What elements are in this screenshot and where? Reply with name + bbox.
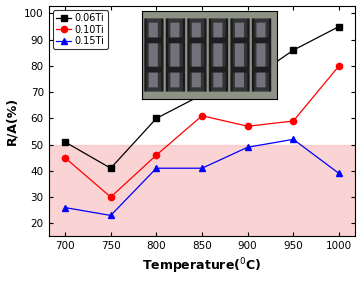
0.10Ti: [63, 156, 67, 159]
0.15Ti: [291, 138, 296, 141]
0.06Ti: [337, 25, 341, 28]
Line: 0.10Ti: 0.10Ti: [62, 63, 342, 200]
0.06Ti: [109, 167, 113, 170]
Line: 0.15Ti: 0.15Ti: [62, 136, 342, 219]
0.15Ti: [245, 146, 250, 149]
Y-axis label: R/A(%): R/A(%): [5, 97, 18, 145]
0.06Ti: [245, 80, 250, 83]
0.06Ti: [154, 117, 158, 120]
0.10Ti: [291, 119, 296, 123]
0.06Ti: [291, 49, 296, 52]
Line: 0.06Ti: 0.06Ti: [62, 23, 342, 171]
0.10Ti: [154, 153, 158, 157]
0.15Ti: [109, 214, 113, 217]
0.10Ti: [245, 125, 250, 128]
0.10Ti: [337, 64, 341, 68]
0.15Ti: [200, 167, 204, 170]
0.15Ti: [63, 206, 67, 209]
0.10Ti: [200, 114, 204, 117]
Bar: [49, 145, 356, 236]
0.10Ti: [109, 195, 113, 199]
Legend: 0.06Ti, 0.10Ti, 0.15Ti: 0.06Ti, 0.10Ti, 0.15Ti: [53, 10, 108, 49]
0.06Ti: [200, 93, 204, 96]
0.15Ti: [337, 172, 341, 175]
0.15Ti: [154, 167, 158, 170]
0.06Ti: [63, 140, 67, 144]
X-axis label: Temperature($^{0}$C): Temperature($^{0}$C): [142, 257, 262, 276]
